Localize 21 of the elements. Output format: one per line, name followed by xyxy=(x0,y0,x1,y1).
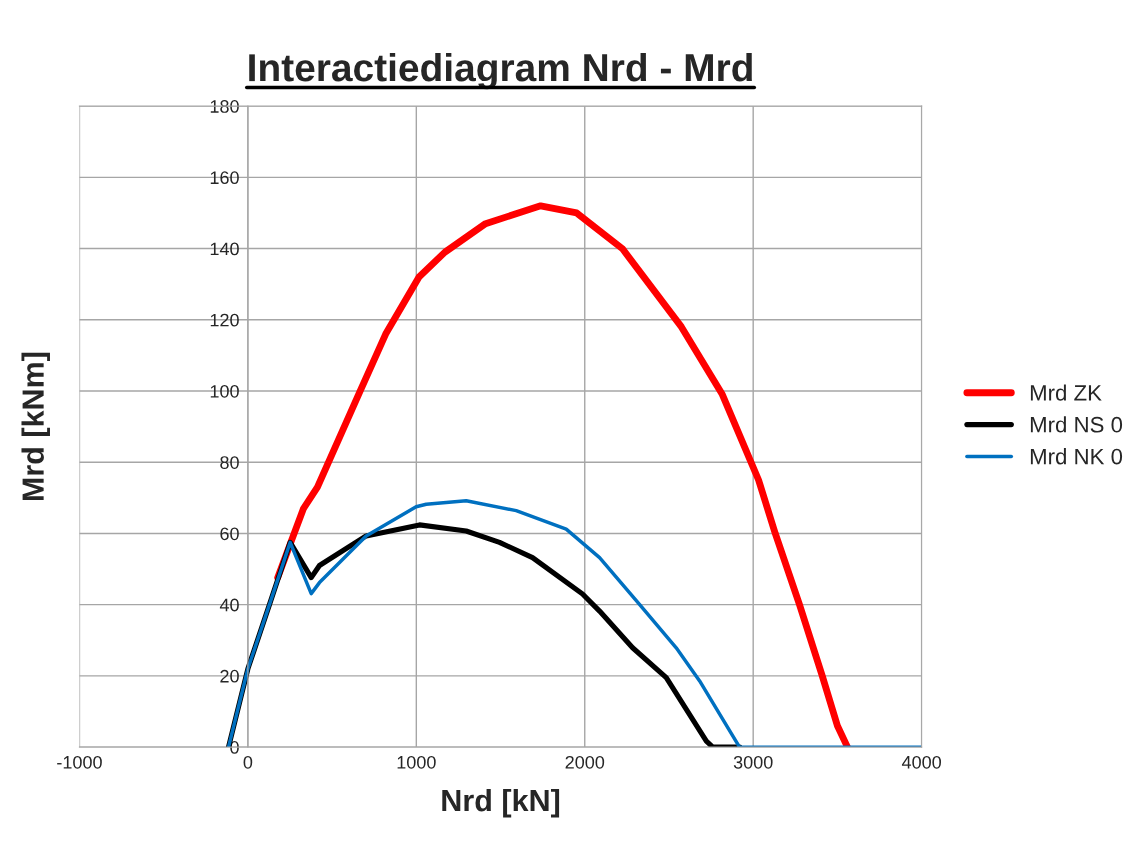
x-tick-label: 0 xyxy=(243,755,253,769)
x-tick-label: 3000 xyxy=(733,755,773,769)
x-tick-label: -1000 xyxy=(57,755,102,769)
x-axis-title: Nrd [kN] xyxy=(442,788,560,818)
y-tick-label: 60 xyxy=(220,527,239,541)
y-tick-label: 140 xyxy=(210,242,239,256)
legend-label: Mrd NS 0 xyxy=(1030,416,1123,433)
x-tick-label: 2000 xyxy=(565,755,605,769)
y-tick-label: 180 xyxy=(210,100,239,113)
y-tick-label: 100 xyxy=(210,384,239,398)
x-tick-label: 1000 xyxy=(397,755,436,769)
legend-label: Mrd ZK xyxy=(1030,384,1102,401)
legend-label: Mrd NK 0 xyxy=(1030,448,1123,465)
y-tick-label: 80 xyxy=(220,456,239,469)
x-tick-label: 4000 xyxy=(901,755,941,769)
y-tick-label: 40 xyxy=(219,598,239,612)
y-tick-label: 120 xyxy=(210,313,239,327)
y-tick-label: 20 xyxy=(220,669,239,683)
chart-title: Interactiediagram Nrd - Mrd xyxy=(249,52,752,90)
y-tick-label: 160 xyxy=(210,171,239,185)
y-axis-title: Mrd [kNm] xyxy=(21,352,50,501)
